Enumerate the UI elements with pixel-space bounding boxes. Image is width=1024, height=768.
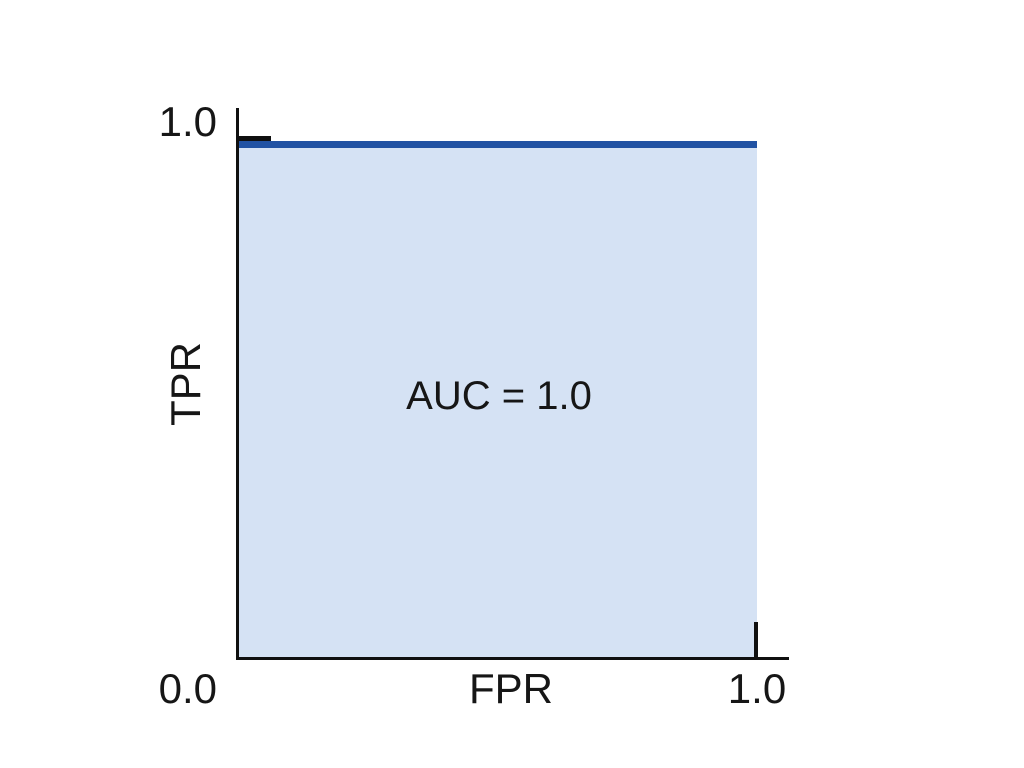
auc-annotation: AUC = 1.0 xyxy=(406,374,592,418)
x-axis-title: FPR xyxy=(469,665,553,712)
y-max-tick-mark xyxy=(237,136,271,141)
x-max-tick-mark xyxy=(754,622,758,657)
y-axis-title: TPR xyxy=(162,342,209,426)
y-axis-line xyxy=(236,108,239,660)
y-max-tick-label: 1.0 xyxy=(158,98,217,145)
x-max-tick-label: 1.0 xyxy=(727,665,787,712)
auc-fill-area xyxy=(239,141,757,657)
origin-tick-label: 0.0 xyxy=(158,665,217,712)
x-axis-line xyxy=(236,657,789,660)
